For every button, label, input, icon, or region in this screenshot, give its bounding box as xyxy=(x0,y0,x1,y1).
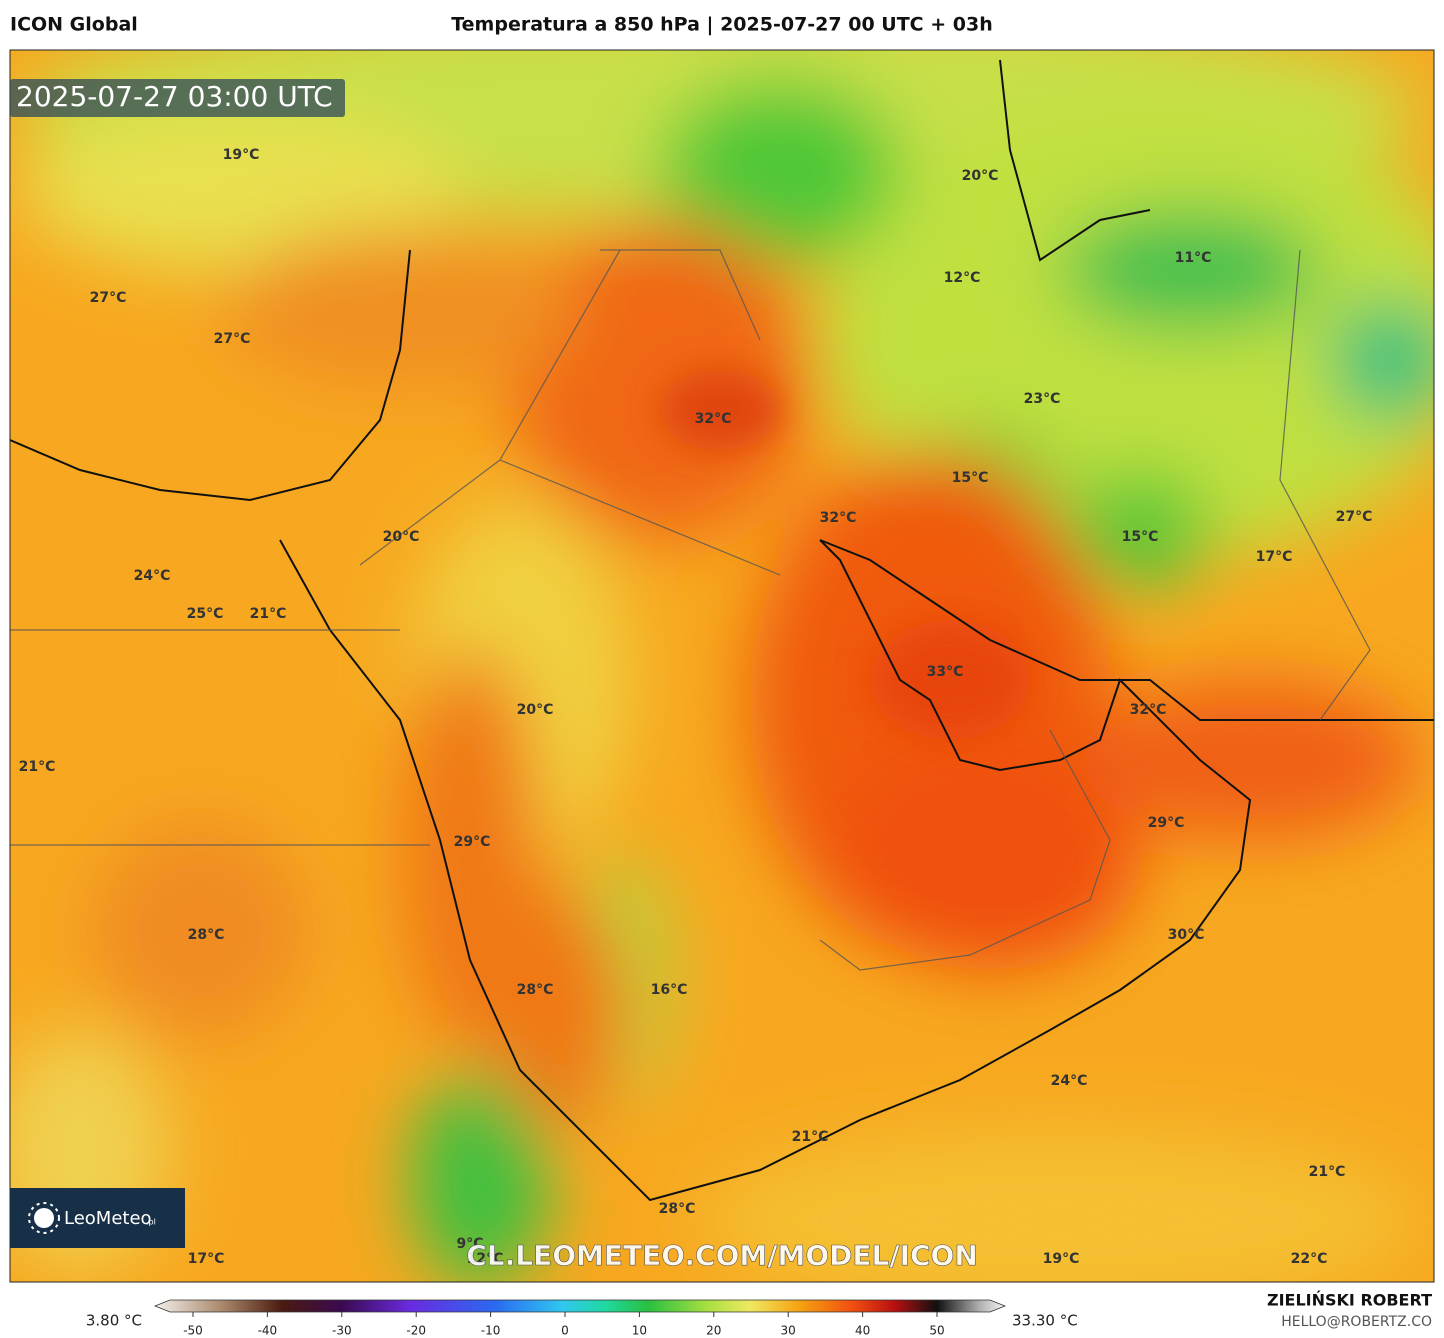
temperature-label: 30°C xyxy=(1168,927,1205,943)
temperature-label: 17°C xyxy=(188,1251,225,1267)
temperature-label: 23°C xyxy=(1024,391,1061,407)
temperature-label: 27°C xyxy=(90,290,127,306)
colorbar-tick-label: -50 xyxy=(183,1324,203,1338)
colorbar-tick-label: 20 xyxy=(706,1324,721,1338)
temperature-label: 22°C xyxy=(1291,1251,1328,1267)
temperature-label: 21°C xyxy=(1309,1164,1346,1180)
map-field xyxy=(10,50,1434,1282)
colorbar xyxy=(153,1299,1007,1313)
timestamp: 2025-07-27 03:00 UTC xyxy=(16,80,333,113)
temperature-label: 20°C xyxy=(962,168,999,184)
temperature-label: 32°C xyxy=(820,510,857,526)
temperature-label: 16°C xyxy=(651,982,688,998)
temperature-label: 21°C xyxy=(250,606,287,622)
temperature-label: 17°C xyxy=(1256,549,1293,565)
temperature-label: 21°C xyxy=(19,759,56,775)
colorbar-tick-label: -20 xyxy=(406,1324,426,1338)
colorbar-tick-label: -30 xyxy=(332,1324,352,1338)
temperature-label: 9°C xyxy=(456,1236,483,1252)
temperature-label: 32°C xyxy=(1130,702,1167,718)
temperature-label: 15°C xyxy=(1122,529,1159,545)
temperature-label: 33°C xyxy=(927,664,964,680)
temperature-label: 25°C xyxy=(187,606,224,622)
logo-sun xyxy=(34,1208,54,1228)
temperature-label: 19°C xyxy=(1043,1251,1080,1267)
temperature-label: 12°C xyxy=(944,270,981,286)
temperature-label: 28°C xyxy=(659,1201,696,1217)
temperature-label: 29°C xyxy=(454,834,491,850)
temperature-label: 27°C xyxy=(214,331,251,347)
temperature-label: 29°C xyxy=(1148,815,1185,831)
logo-suffix: .pl xyxy=(146,1218,156,1227)
colorbar-tick-label: 0 xyxy=(561,1324,569,1338)
contact: HELLO@ROBERTZ.CO xyxy=(1281,1314,1432,1330)
logo-rays xyxy=(28,1202,60,1234)
temperature-label: 19°C xyxy=(223,147,260,163)
temperature-label: 27°C xyxy=(1336,509,1373,525)
colorbar-max: 33.30 °C xyxy=(1012,1312,1078,1330)
timestamp-box xyxy=(10,79,345,117)
temperature-label: 32°C xyxy=(695,411,732,427)
colorbar-tick-label: -40 xyxy=(258,1324,278,1338)
temperature-label: 15°C xyxy=(952,470,989,486)
watermark: CL.LEOMETEO.COM/MODEL/ICON xyxy=(466,1239,978,1272)
colorbar-tick-label: 50 xyxy=(929,1324,944,1338)
map-frame xyxy=(9,49,1435,1283)
temperature-label: 20°C xyxy=(517,702,554,718)
temperature-label: 28°C xyxy=(517,982,554,998)
colorbar-tick-label: -10 xyxy=(481,1324,501,1338)
temperature-label: 20°C xyxy=(383,529,420,545)
logo-name: LeoMeteo xyxy=(64,1208,152,1229)
colorbar-tick-label: 10 xyxy=(632,1324,647,1338)
map-title: Temperatura a 850 hPa | 2025-07-27 00 UT… xyxy=(451,14,993,36)
temperature-label: 24°C xyxy=(1051,1073,1088,1089)
author: ZIELIŃSKI ROBERT xyxy=(1267,1291,1432,1310)
model-name: ICON Global xyxy=(10,14,138,36)
temperature-labels: 19°C 20°C 11°C 12°C 27°C 27°C 23°C 32°C 15°C 32°C… xyxy=(19,147,1373,1267)
temperature-label: 28°C xyxy=(188,927,225,943)
temperature-label: 21°C xyxy=(792,1129,829,1145)
colorbar-tick-label: 40 xyxy=(855,1324,870,1338)
temperature-label: 11°C xyxy=(1175,250,1212,266)
temperature-label: 24°C xyxy=(134,568,171,584)
colorbar-ticks: -50 -40 -30 -20 -10 0 10 20 30 40 50 xyxy=(183,1312,945,1338)
temperature-label: 12°C xyxy=(467,1251,504,1267)
colorbar-tick-label: 30 xyxy=(781,1324,796,1338)
colorbar-min: 3.80 °C xyxy=(86,1312,142,1330)
